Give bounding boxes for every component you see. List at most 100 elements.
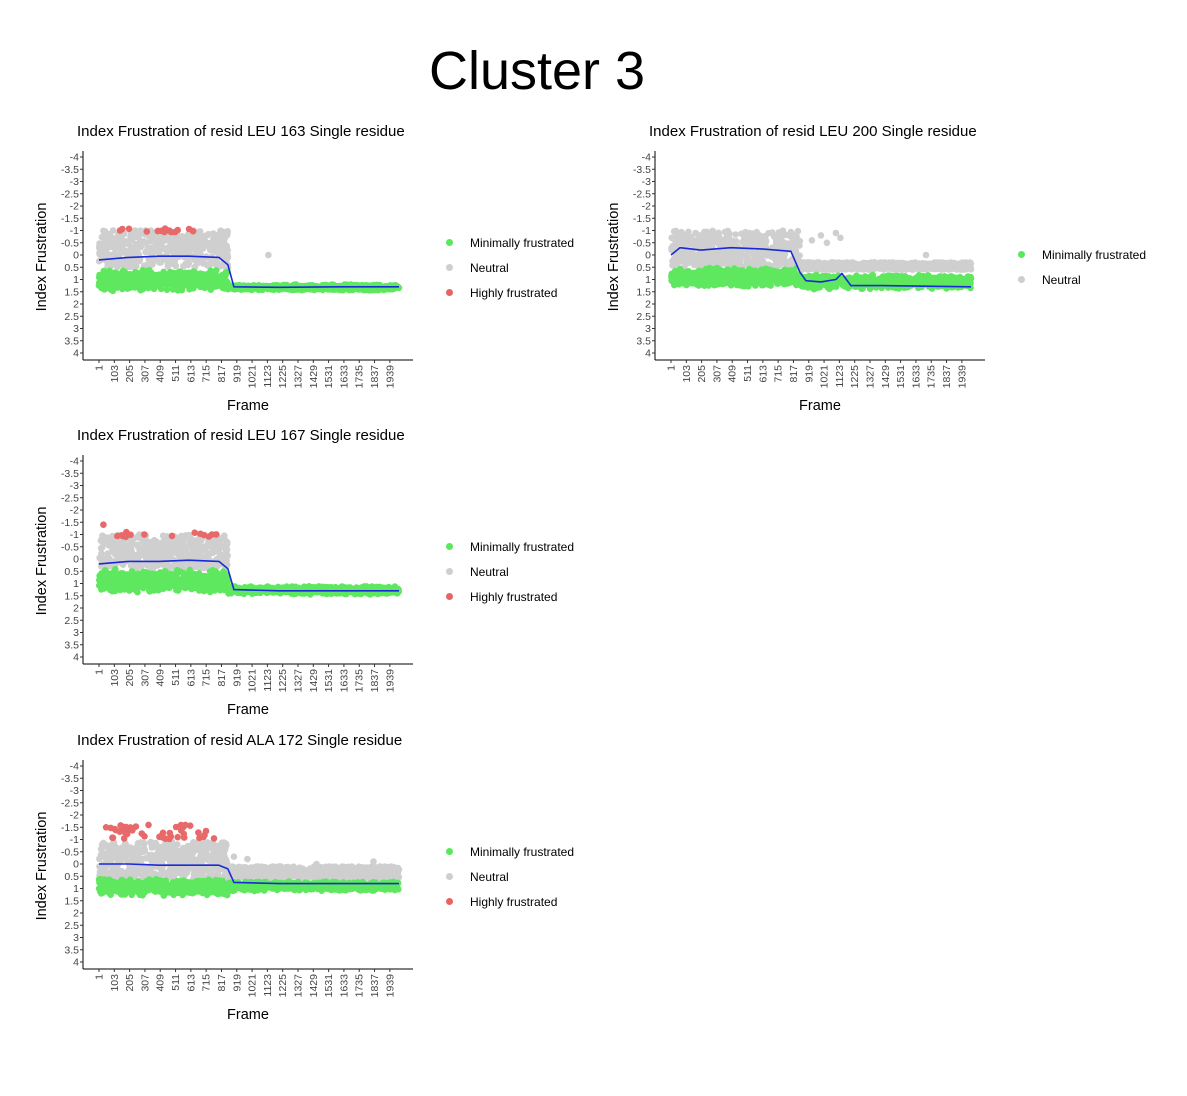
- x-tick-label: 205: [696, 365, 708, 383]
- smooth-line: [98, 255, 399, 289]
- x-tick-label: 205: [124, 365, 136, 383]
- data-point-minimal: [676, 265, 684, 273]
- data-point-neutral: [725, 233, 733, 241]
- data-point-neutral: [670, 259, 678, 266]
- data-point-neutral: [832, 229, 840, 237]
- data-point-minimal: [735, 274, 742, 282]
- y-tick-label: 1.5: [64, 590, 79, 602]
- data-point-neutral: [133, 233, 141, 241]
- x-tick-label: 715: [201, 669, 213, 687]
- data-point-neutral: [922, 251, 930, 259]
- data-point-neutral: [904, 265, 911, 273]
- y-tick-label: -3: [70, 176, 79, 188]
- data-point-minimal: [222, 269, 229, 276]
- legend-item-neutral: Neutral: [442, 255, 574, 280]
- data-point-neutral: [97, 545, 105, 552]
- data-point-neutral: [675, 236, 683, 243]
- data-point-neutral: [180, 262, 187, 270]
- x-tick-label: 1837: [941, 365, 953, 389]
- y-tick-label: 3.5: [636, 335, 651, 347]
- data-point-neutral: [224, 251, 231, 259]
- data-point-minimal: [958, 277, 965, 284]
- y-tick-label: -4: [70, 152, 79, 164]
- x-tick-label: 409: [155, 669, 167, 687]
- x-tick-label: 817: [216, 365, 228, 383]
- data-point-neutral: [681, 255, 689, 263]
- y-tick-label: 3: [645, 323, 651, 335]
- x-axis-title: Frame: [799, 398, 841, 414]
- data-point-neutral: [122, 547, 129, 554]
- data-point-neutral: [186, 249, 193, 256]
- data-point-minimal: [157, 285, 165, 293]
- data-point-neutral: [216, 244, 223, 251]
- data-point-neutral: [753, 240, 761, 248]
- y-tick-label: 2: [73, 603, 79, 615]
- legend: Minimally frustrated Neutral Highly frus…: [442, 230, 574, 305]
- data-point-neutral: [805, 259, 812, 267]
- x-tick-label: 1225: [277, 669, 289, 693]
- data-point-neutral: [712, 230, 719, 237]
- data-point-neutral: [178, 251, 186, 259]
- data-point-neutral: [138, 241, 145, 249]
- data-point-minimal: [760, 267, 767, 275]
- x-tick-label: 1939: [384, 365, 396, 389]
- data-point-minimal: [941, 274, 948, 281]
- scatter-plot: -4-3.5-3-2.5-2-1.5-1-0.500.511.522.533.5…: [34, 151, 413, 414]
- data-point-neutral: [966, 259, 974, 266]
- y-tick-label: 3.5: [64, 335, 79, 347]
- data-point-neutral: [732, 231, 739, 238]
- data-point-neutral: [104, 550, 111, 557]
- data-point-neutral: [791, 238, 799, 246]
- data-point-minimal: [147, 272, 154, 280]
- y-tick-label: 0.5: [636, 262, 651, 274]
- data-point-neutral: [158, 241, 165, 248]
- data-point-neutral: [224, 228, 231, 235]
- data-point-neutral: [783, 240, 790, 248]
- x-tick-label: 511: [170, 669, 182, 686]
- data-point-neutral: [98, 535, 106, 543]
- data-point-minimal: [790, 275, 798, 282]
- y-tick-label: -4: [642, 152, 651, 164]
- x-axis-title: Frame: [227, 702, 269, 718]
- data-point-minimal: [208, 270, 216, 278]
- x-tick-label: 1: [94, 669, 106, 675]
- data-point-neutral: [127, 250, 134, 258]
- x-tick-label: 1531: [323, 669, 335, 693]
- legend-item-minimal: Minimally frustrated: [442, 230, 574, 255]
- x-tick-label: 613: [185, 669, 197, 687]
- data-point-minimal: [936, 280, 943, 288]
- data-point-neutral: [779, 227, 787, 234]
- y-tick-label: -2: [70, 505, 79, 517]
- data-point-neutral: [692, 229, 699, 237]
- y-tick-label: 1.5: [64, 286, 79, 298]
- y-axis-title: Index Frustration: [34, 203, 50, 312]
- y-tick-label: -1: [70, 225, 79, 237]
- data-point-minimal: [113, 273, 120, 280]
- data-point-neutral: [129, 233, 136, 240]
- data-point-neutral: [164, 546, 172, 553]
- x-tick-label: 1327: [864, 365, 876, 389]
- data-point-neutral: [131, 259, 138, 267]
- data-point-neutral: [207, 246, 214, 254]
- data-point-neutral: [191, 561, 199, 568]
- data-point-neutral: [197, 246, 204, 253]
- y-tick-label: 1: [73, 578, 79, 590]
- data-point-neutral: [167, 552, 174, 560]
- y-tick-label: 0.5: [64, 566, 79, 578]
- data-point-minimal: [879, 273, 887, 280]
- y-tick-label: 2: [73, 299, 79, 311]
- data-point-neutral: [922, 260, 929, 268]
- x-tick-label: 1021: [247, 365, 259, 389]
- data-point-minimal: [226, 283, 234, 291]
- x-tick-label: 1939: [384, 669, 396, 693]
- data-point-neutral: [731, 239, 738, 247]
- data-point-neutral: [137, 227, 144, 234]
- chart-panel-leu-167: Index Frustration of resid LEU 167 Singl…: [30, 422, 590, 722]
- data-point-minimal: [125, 278, 132, 285]
- x-tick-label: 1327: [292, 669, 304, 693]
- x-tick-label: 103: [681, 365, 693, 383]
- legend-key-neutral: [1018, 276, 1025, 283]
- data-point-neutral: [142, 248, 149, 256]
- data-point-neutral: [892, 260, 900, 267]
- y-axis-title: Index Frustration: [606, 203, 622, 312]
